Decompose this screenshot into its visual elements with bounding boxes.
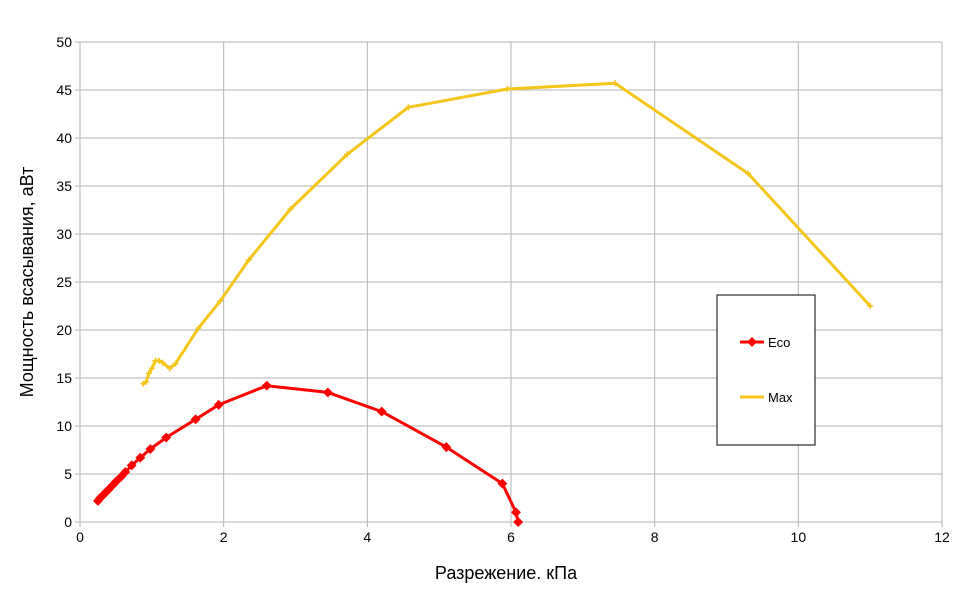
grid-lines bbox=[80, 41, 943, 522]
x-tick-label: 2 bbox=[220, 529, 228, 545]
data-point-max bbox=[245, 256, 252, 263]
y-tick-label: 40 bbox=[56, 130, 72, 146]
data-point-max bbox=[145, 370, 152, 377]
y-tick-label: 15 bbox=[56, 370, 72, 386]
data-point-eco bbox=[322, 387, 333, 398]
y-tick-label: 45 bbox=[56, 82, 72, 98]
data-point-eco bbox=[513, 517, 524, 527]
y-tick-label: 0 bbox=[64, 514, 72, 530]
legend-box bbox=[716, 294, 816, 446]
data-point-max bbox=[612, 80, 619, 87]
data-point-eco bbox=[190, 414, 201, 425]
legend-marker-eco bbox=[747, 337, 757, 347]
data-point-max bbox=[405, 104, 412, 111]
data-point-max bbox=[217, 298, 224, 305]
data-point-max bbox=[745, 170, 752, 177]
series-max bbox=[140, 80, 874, 387]
data-point-eco bbox=[161, 432, 172, 443]
data-point-max bbox=[287, 206, 294, 213]
y-axis-title: Мощность всасывания, аВт bbox=[17, 167, 37, 398]
data-point-max bbox=[159, 359, 166, 366]
x-tick-label: 10 bbox=[791, 529, 807, 545]
x-axis-title: Разрежение. кПа bbox=[435, 563, 578, 583]
data-point-eco bbox=[145, 444, 156, 454]
data-point-max bbox=[867, 303, 874, 309]
y-tick-label: 50 bbox=[56, 34, 72, 50]
data-point-eco bbox=[135, 452, 146, 463]
y-tick-label: 25 bbox=[56, 274, 72, 290]
data-point-max bbox=[148, 365, 155, 372]
y-tick-label: 35 bbox=[56, 178, 72, 194]
y-tick-label: 20 bbox=[56, 322, 72, 338]
x-tick-label: 0 bbox=[76, 529, 84, 545]
tick-labels: 0 5 10 15 20 25 30 35 40 45 50 0 2 4 6 8 10 12 bbox=[56, 34, 950, 545]
data-point-eco bbox=[261, 380, 272, 391]
legend-label-eco: Eco bbox=[768, 335, 790, 350]
legend: Eco Max bbox=[716, 294, 816, 446]
y-tick-label: 10 bbox=[56, 418, 72, 434]
legend-item-eco: Eco bbox=[740, 335, 790, 350]
x-tick-label: 8 bbox=[651, 529, 659, 545]
data-point-eco bbox=[126, 460, 137, 471]
series-eco bbox=[93, 380, 524, 527]
x-tick-label: 6 bbox=[507, 529, 515, 545]
data-point-max bbox=[172, 360, 179, 367]
data-point-eco bbox=[213, 399, 224, 410]
data-point-max bbox=[344, 151, 351, 158]
legend-label-max: Max bbox=[768, 390, 793, 405]
data-point-max bbox=[143, 378, 150, 385]
data-series bbox=[93, 80, 874, 527]
x-tick-label: 12 bbox=[934, 529, 950, 545]
data-point-eco bbox=[376, 406, 387, 417]
data-point-max bbox=[504, 86, 511, 93]
data-point-max bbox=[156, 357, 163, 364]
data-point-eco bbox=[497, 478, 508, 489]
y-tick-label: 5 bbox=[64, 466, 72, 482]
data-point-eco bbox=[511, 507, 521, 518]
data-point-eco bbox=[441, 442, 452, 453]
y-tick-label: 30 bbox=[56, 226, 72, 242]
x-tick-label: 4 bbox=[363, 529, 371, 545]
legend-item-max: Max bbox=[740, 390, 793, 405]
data-point-max bbox=[166, 365, 173, 372]
data-point-max bbox=[195, 325, 202, 332]
